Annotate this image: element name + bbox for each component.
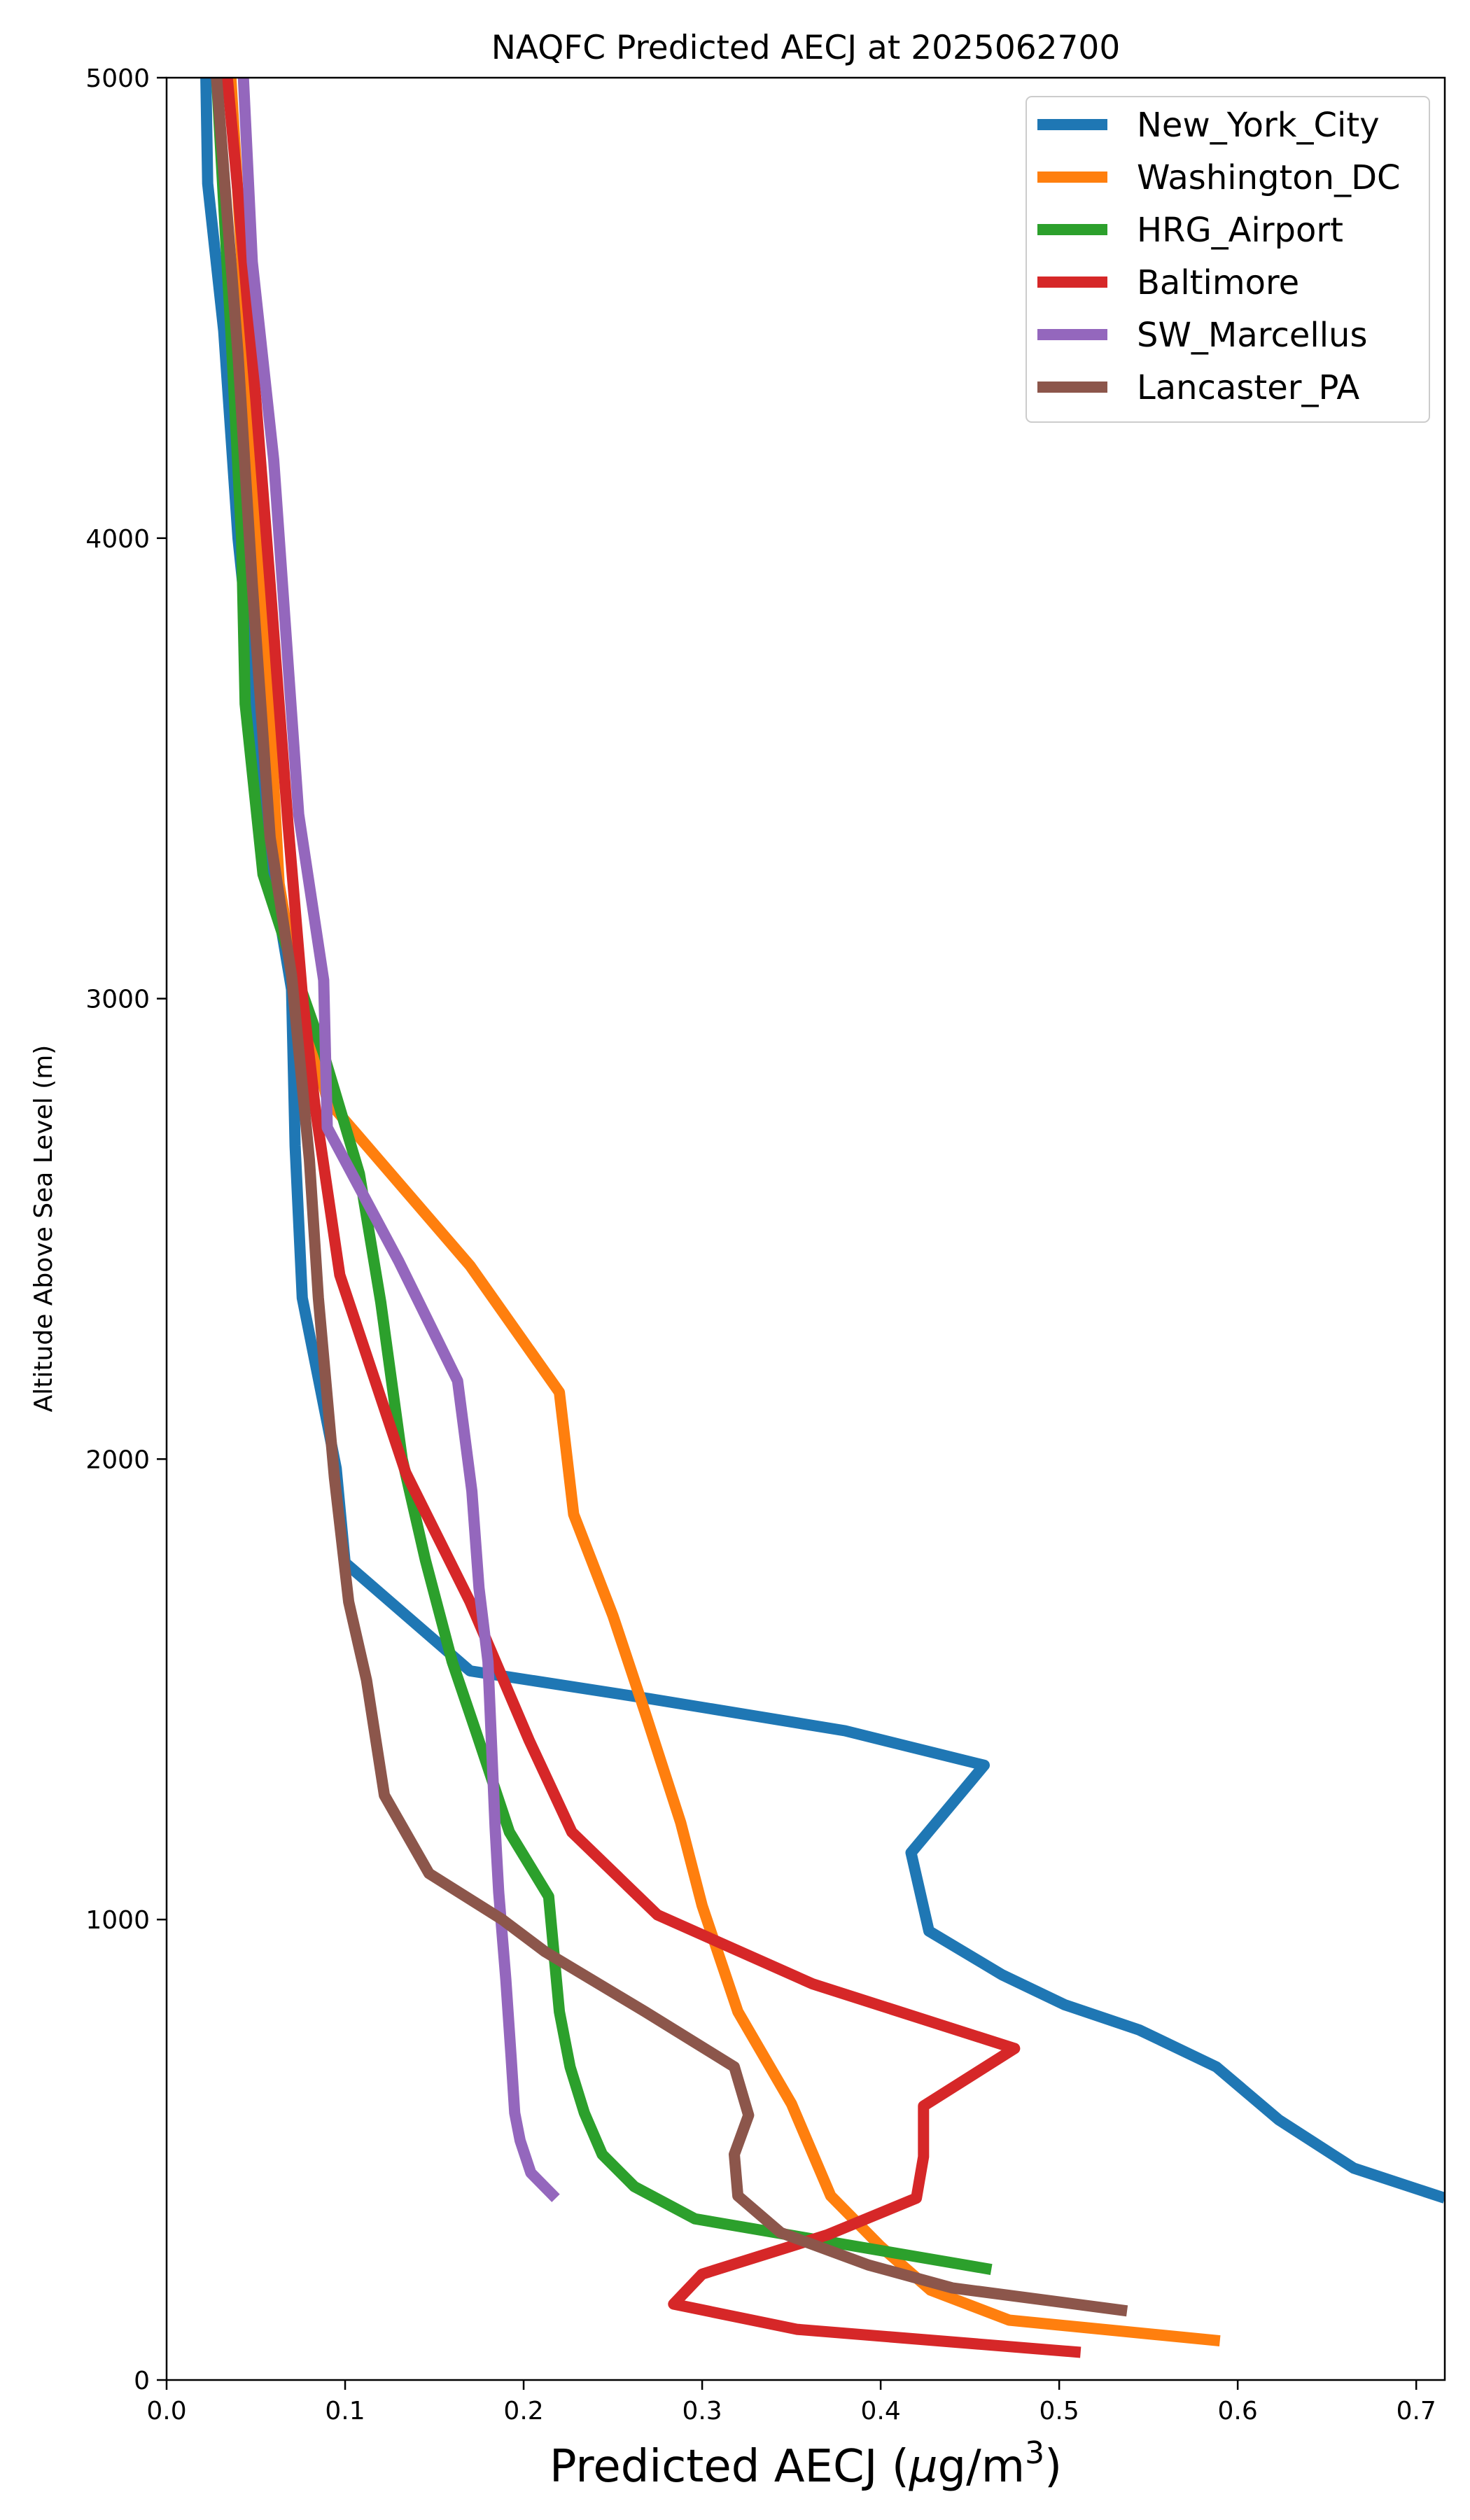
y-tick-label: 2000 — [85, 1446, 150, 1474]
legend: New_York_City Washington_DC HRG_Airport Bal… — [1026, 96, 1430, 423]
y-tick-label: 0 — [134, 2367, 150, 2395]
x-axis: 0.0 0.1 0.2 0.3 0.4 0.5 0.6 0.7 — [146, 2380, 1436, 2426]
y-axis: 0 1000 2000 3000 4000 5000 — [85, 64, 167, 2395]
legend-label-0: New_York_City — [1137, 106, 1380, 145]
legend-label-1: Washington_DC — [1137, 158, 1401, 197]
x-axis-label: Predicted AECJ (μg/m3) — [550, 2435, 1062, 2493]
x-tick-label: 0.6 — [1218, 2397, 1258, 2426]
y-tick-label: 4000 — [85, 525, 150, 554]
series-line-3 — [221, 78, 1082, 2358]
x-tick-label: 0.7 — [1396, 2397, 1436, 2426]
series-line-5 — [211, 78, 1128, 2317]
x-axis-label-close: ) — [1044, 2441, 1062, 2493]
y-tick-label: 5000 — [85, 64, 150, 93]
x-axis-label-unit: g/m — [938, 2441, 1026, 2493]
y-tick-label: 3000 — [85, 986, 150, 1014]
legend-label-2: HRG_Airport — [1137, 211, 1343, 250]
series-line-4 — [237, 78, 560, 2202]
x-tick-label: 0.4 — [860, 2397, 900, 2426]
x-tick-label: 0.3 — [682, 2397, 722, 2426]
x-tick-label: 0.0 — [146, 2397, 186, 2426]
x-axis-label-mu: μ — [909, 2441, 938, 2493]
y-tick-label: 1000 — [85, 1906, 150, 1935]
legend-label-5: Lancaster_PA — [1137, 368, 1359, 407]
legend-label-4: SW_Marcellus — [1137, 316, 1367, 355]
x-axis-label-superscript: 3 — [1025, 2435, 1044, 2471]
x-tick-label: 0.1 — [325, 2397, 365, 2426]
series-layer — [200, 78, 1445, 2358]
series-line-1 — [225, 78, 1221, 2347]
chart-title: NAQFC Predicted AECJ at 2025062700 — [491, 29, 1121, 67]
x-axis-label-text: Predicted AECJ ( — [550, 2441, 909, 2493]
x-tick-label: 0.5 — [1040, 2397, 1079, 2426]
series-line-2 — [211, 78, 993, 2275]
y-axis-label: Altitude Above Sea Level (m) — [29, 1045, 58, 1413]
legend-label-3: Baltimore — [1137, 263, 1299, 302]
plot-frame — [165, 76, 1446, 2381]
x-tick-label: 0.2 — [503, 2397, 543, 2426]
legend-box — [1026, 96, 1430, 423]
